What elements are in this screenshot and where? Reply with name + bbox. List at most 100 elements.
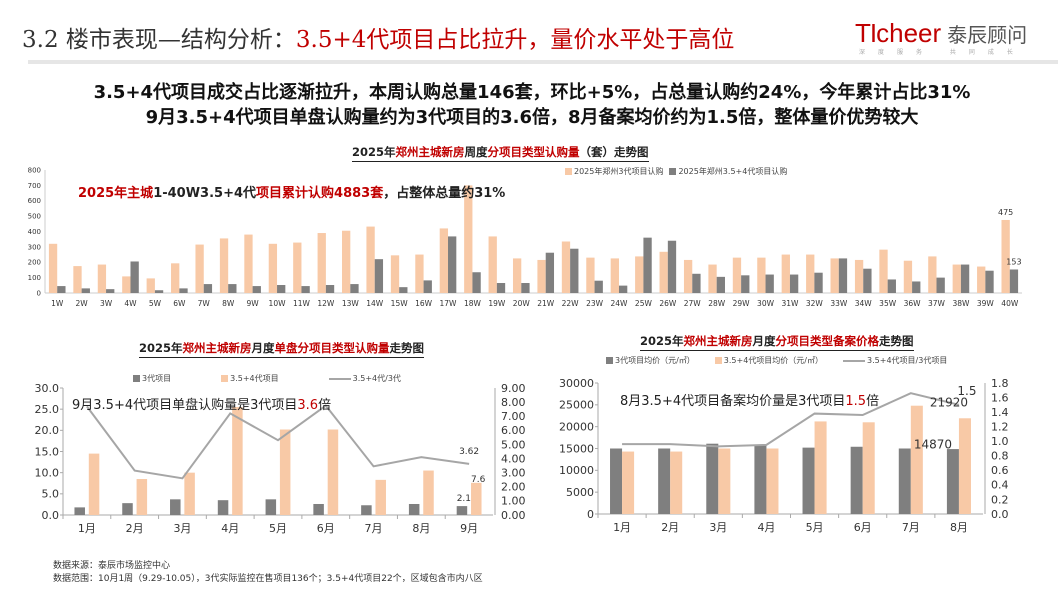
bar-series-b [350,284,359,293]
bar-series-a [757,257,766,293]
bar-series-a [97,264,107,293]
weekly-chart-legend: 2025年郑州3代项目认购 2025年郑州3.5+4代项目认购 [565,166,787,177]
y-tick-label: 0 [587,508,594,521]
x-tick-label: 7月 [365,522,383,535]
text-segment: 9月3.5+4代项目单盘认购量是3代项目 [72,398,298,413]
bar-series-b [960,264,970,293]
bar-series-b [912,281,921,293]
bar-series-a [898,448,911,514]
x-tick-label: 30W [757,299,775,308]
y-tick-label: 800 [28,166,41,174]
x-tick-label: 18W [464,299,482,308]
legend-label: 3.5+4代项目 [230,374,279,383]
x-tick-label: 4W [124,299,137,308]
bar-series-b [545,252,555,293]
bar-series-a [830,258,839,293]
bar-series-a [366,226,375,293]
bar-series-a [1001,219,1010,293]
x-tick-label: 3月 [709,521,727,534]
x-tick-label: 38W [952,299,970,308]
y-tick-label: 0.0 [42,509,60,522]
bar-series-b [279,429,291,515]
y2-tick-label: 9.00 [501,382,526,395]
y2-tick-label: 1.0 [991,435,1009,448]
y-tick-label: 5000 [566,486,594,499]
y-tick-label: 15.0 [35,445,60,458]
legend-label: 2025年郑州3.5+4代项目认购 [678,167,788,176]
bar-series-a [561,241,571,293]
x-tick-label: 16W [415,299,433,308]
legend-item: 3.5+4代项目均价（元/㎡） [714,355,824,366]
bar-series-a [610,258,619,293]
x-tick-label: 9W [247,299,260,308]
bar-series-b [692,273,701,293]
text-segment: 月度 [752,334,776,348]
y-tick-label: 5.0 [42,488,60,501]
text-segment: 2025年 [139,341,183,355]
data-label: 3.62 [459,447,479,457]
y2-tick-label: 6.00 [501,424,526,437]
bar-series-b [106,289,115,293]
bar-series-b [958,418,971,514]
bar-series-a [313,503,324,515]
legend-item: 2025年郑州3代项目认购 [565,166,663,177]
bar-series-a [170,499,181,515]
footer-source: 数据来源：泰辰市场监控中心 [53,561,171,571]
text-segment: 8月3.5+4代项目备案均价量是3代项目 [620,394,846,409]
y2-tick-label: 0.0 [991,508,1009,521]
text-segment: 分项目类型备案价格 [775,334,880,348]
bar-series-b [789,274,799,293]
x-tick-label: 24W [611,299,629,308]
ratio-line [622,392,960,448]
y2-tick-label: 3.00 [501,467,526,480]
y2-tick-label: 0.2 [991,493,1009,506]
bar-series-b [1009,269,1019,293]
y-tick-label: 10000 [559,464,594,477]
x-tick-label: 6月 [854,521,872,534]
bar-series-b [184,472,195,515]
bar-series-b [81,288,90,293]
x-tick-label: 1月 [613,521,631,534]
legend-label: 3.5+4代项目均价（元/㎡） [723,356,824,365]
bar-series-b [57,286,66,293]
bar-series-b [277,285,286,293]
bar-series-b [130,261,139,293]
legend-item: 3代项目均价（元/㎡） [606,355,695,366]
bar-series-b [766,448,779,514]
x-tick-label: 29W [733,299,751,308]
legend-swatch [133,375,140,382]
bar-series-b [448,236,457,293]
weekly-cumulative-annotation: 2025年主城1-40W3.5+4代项目累计认购4883套，占整体总量约31% [78,182,505,201]
bar-series-b [716,276,725,293]
y2-tick-label: 0.00 [501,509,526,522]
x-tick-label: 6W [173,299,186,308]
bar-series-b [594,280,603,293]
x-tick-label: 3月 [173,522,191,535]
legend-swatch [714,357,722,364]
bar-series-b [471,482,482,515]
bar-series-b [472,272,481,293]
x-tick-label: 14W [366,299,384,308]
x-tick-label: 36W [904,299,922,308]
x-tick-label: 35W [879,299,897,308]
monthly-unit-chart-legend: 3代项目 3.5+4代项目 3.5+4代/3代 [133,373,401,384]
legend-swatch [221,375,229,382]
x-tick-label: 27W [684,299,702,308]
bar-series-b [622,451,635,514]
bar-series-b [570,248,579,293]
y2-tick-label: 1.00 [501,495,526,508]
bar-series-a [754,445,767,514]
title-divider [28,60,1058,64]
bar-series-a [586,257,595,293]
x-tick-label: 19W [488,299,506,308]
y2-tick-label: 1.2 [991,421,1009,434]
bar-series-b [643,237,652,293]
bar-series-b [228,284,237,293]
y-tick-label: 30.0 [35,382,60,395]
bar-series-a [171,263,180,293]
x-tick-label: 15W [391,299,409,308]
y-tick-label: 25000 [559,399,594,412]
y-tick-label: 100 [28,274,41,282]
bar-series-a [537,259,546,293]
legend-swatch [606,357,613,364]
